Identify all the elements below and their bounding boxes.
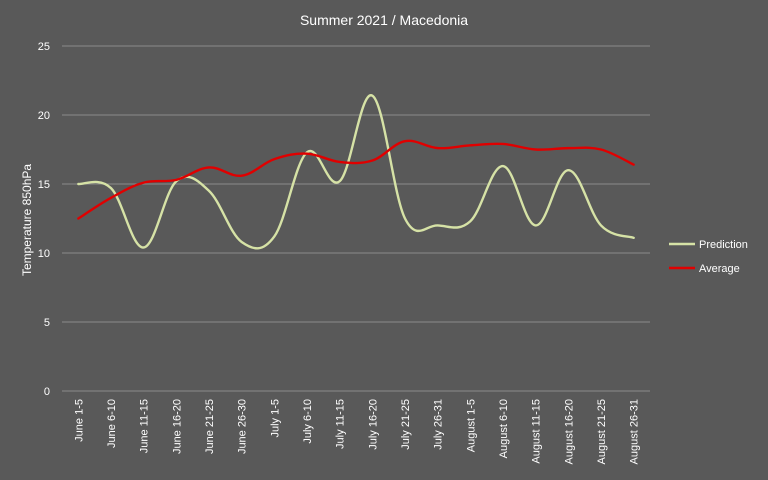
x-tick-label: June 21-25 xyxy=(204,399,216,454)
y-tick-label: 20 xyxy=(38,110,50,122)
y-tick-label: 5 xyxy=(44,317,50,329)
x-tick-label: August 11-15 xyxy=(531,399,543,464)
x-tick-label: June 11-15 xyxy=(139,399,151,453)
x-tick-label: July 1-5 xyxy=(269,399,281,438)
y-tick-label: 10 xyxy=(38,248,50,260)
y-tick-label: 25 xyxy=(38,41,50,53)
y-tick-label: 0 xyxy=(44,386,50,398)
x-tick-label: July 26-31 xyxy=(433,399,445,450)
x-tick-label: August 26-31 xyxy=(629,399,641,464)
prediction-series-line xyxy=(77,94,635,250)
x-tick-label: August 16-20 xyxy=(563,399,575,464)
x-tick-label: August 6-10 xyxy=(498,399,510,458)
x-tick-label: August 1-5 xyxy=(465,399,477,452)
chart-title: Summer 2021 / Macedonia xyxy=(300,12,468,28)
x-tick-label: July 6-10 xyxy=(302,399,314,444)
legend: Prediction Average xyxy=(669,239,748,275)
x-tick-label: July 21-25 xyxy=(400,399,412,450)
x-tick-label: June 1-5 xyxy=(73,399,85,442)
average-legend-label: Average xyxy=(699,263,740,275)
y-axis-label: Temperature 850hPa xyxy=(20,164,34,276)
average-series-line xyxy=(77,139,635,220)
x-tick-label: June 6-10 xyxy=(106,399,118,448)
x-tick-label: June 26-30 xyxy=(237,399,249,454)
x-axis-ticks: June 1-5 June 6-10 June 11-15 June 16-20 Jun… xyxy=(73,399,640,464)
x-tick-label: June 16-20 xyxy=(171,399,183,454)
x-tick-label: July 16-20 xyxy=(367,399,379,450)
series-lines xyxy=(77,94,635,250)
gridlines xyxy=(62,45,650,392)
x-tick-label: August 21-25 xyxy=(596,399,608,464)
y-axis-ticks: 0 5 10 15 20 25 xyxy=(38,41,50,398)
prediction-legend-label: Prediction xyxy=(699,239,748,251)
x-tick-label: July 11-15 xyxy=(335,399,347,449)
y-tick-label: 15 xyxy=(38,179,50,191)
